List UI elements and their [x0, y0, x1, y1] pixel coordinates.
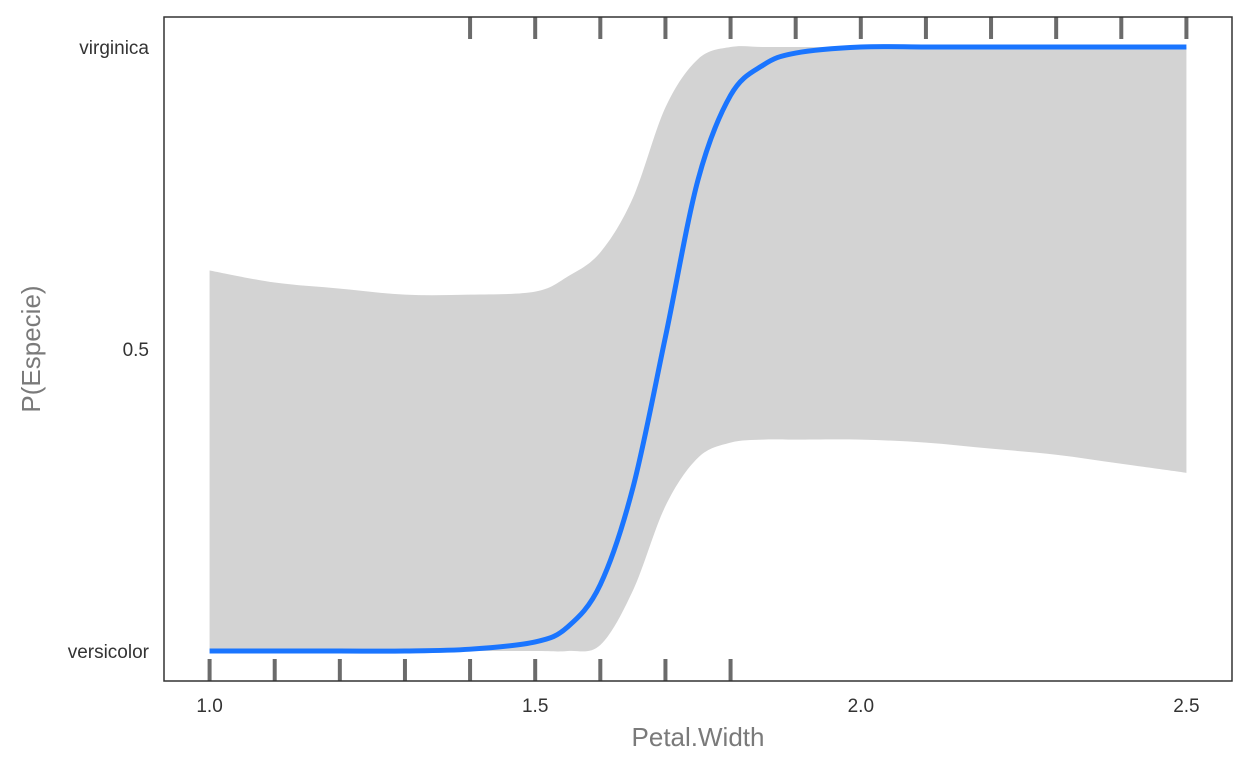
x-tick-label: 2.5: [1173, 696, 1199, 717]
x-tick-label: 1.5: [522, 696, 548, 717]
axes: 1.0 1.5 2.0 2.5 versicolor 0.5 virginica: [68, 16, 1233, 717]
plot-area: [207, 17, 1189, 681]
x-axis-title: Petal.Width: [632, 722, 765, 752]
probability-line: [209, 44, 1187, 654]
y-tick-label: 0.5: [123, 340, 149, 361]
x-tick-label: 1.0: [196, 696, 222, 717]
x-tick-label: 2.0: [848, 696, 874, 717]
confidence-band: [209, 46, 1187, 652]
plot-frame: [163, 16, 1233, 682]
y-axis-title: P(Especie): [16, 285, 46, 412]
y-tick-label: virginica: [79, 38, 149, 59]
y-tick-label: versicolor: [68, 642, 150, 663]
